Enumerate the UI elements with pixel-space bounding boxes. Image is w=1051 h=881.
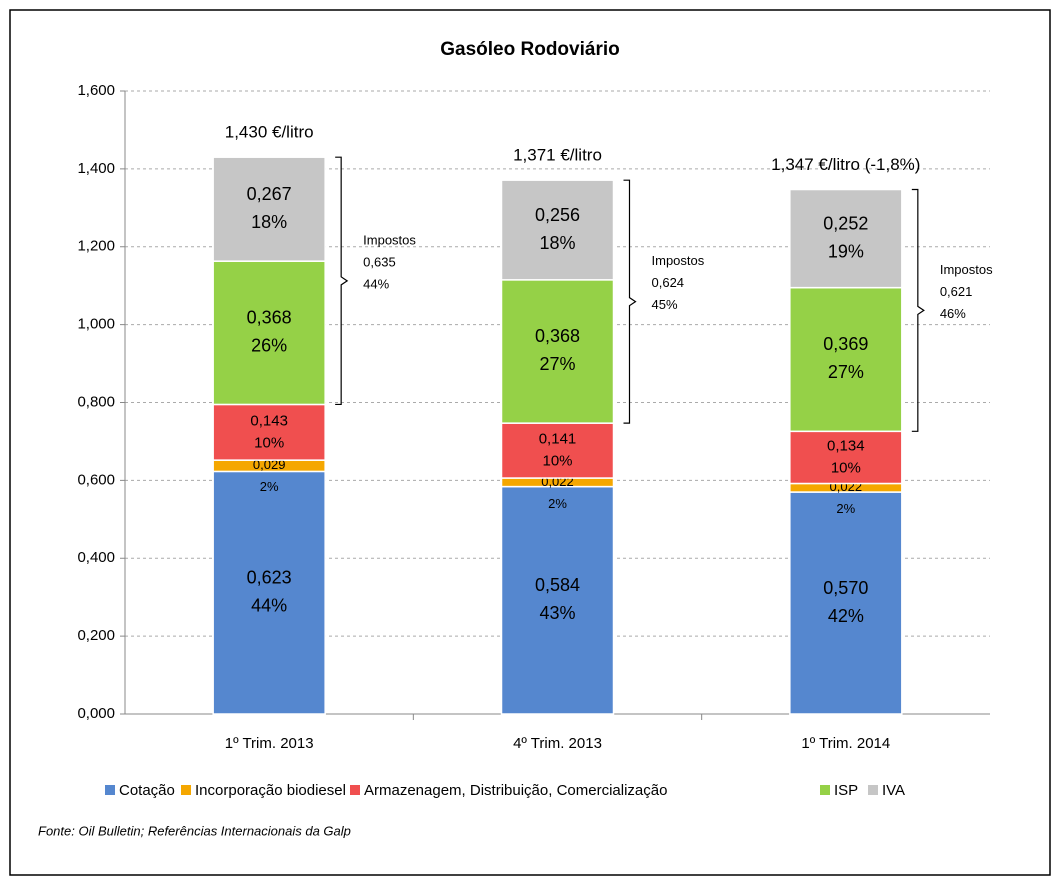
data-label: 18% [251,212,287,232]
y-tick-label: 0,800 [77,393,115,410]
data-label: 0,134 [827,437,865,454]
y-tick-label: 1,200 [77,238,115,255]
data-label: 0,368 [535,326,580,346]
tax-brace [335,156,349,406]
data-label: 0,584 [535,575,580,595]
data-label: 18% [539,233,575,253]
data-label: 10% [831,459,861,476]
tax-label: 45% [652,297,678,312]
tax-brace [911,188,925,432]
data-label: 10% [254,434,284,451]
x-tick-label: 4º Trim. 2013 [513,735,602,752]
y-tick-label: 1,400 [77,160,115,177]
data-label: 42% [828,606,864,626]
y-tick-label: 0,200 [77,627,115,644]
y-tick-label: 0,600 [77,471,115,488]
legend-label: Cotação [119,782,175,799]
data-label: 0,143 [250,412,288,429]
x-tick-label: 1º Trim. 2013 [225,735,314,752]
bar-segment [212,260,326,406]
bar-segment [500,179,615,281]
bar-segment [500,422,615,479]
total-label: 1,430 €/litro [225,123,314,142]
tax-brace [623,179,637,424]
tax-label: Impostos [363,232,416,247]
tax-label: Impostos [652,253,705,268]
data-label: 44% [251,595,287,615]
legend-label: ISP [834,782,858,799]
data-label: 27% [828,362,864,382]
y-tick-label: 1,600 [77,82,115,99]
legend-swatch [820,785,830,795]
legend-swatch [868,785,878,795]
tax-label: Impostos [940,262,993,277]
legend-swatch [105,785,115,795]
bar-segment [212,156,326,262]
y-tick-label: 0,000 [77,705,115,722]
tax-label: 0,621 [940,284,973,299]
data-label: 0,256 [535,205,580,225]
bar-segment [500,279,615,424]
data-label: 0,368 [247,308,292,328]
data-label: 2% [548,496,567,511]
legend-label: Incorporação biodiesel [195,782,346,799]
bar-segment [789,430,903,485]
tax-label: 44% [363,276,389,291]
data-label: 0,570 [823,578,868,598]
tax-label: 46% [940,306,966,321]
data-label: 19% [828,241,864,261]
legend-label: IVA [882,782,905,799]
data-label: 0,252 [823,213,868,233]
total-label: 1,347 €/litro (-1,8%) [771,155,920,174]
bar-segment [789,286,903,433]
data-label: 26% [251,336,287,356]
y-tick-label: 0,400 [77,549,115,566]
data-label: 10% [542,453,572,470]
data-label: 2% [836,501,855,516]
bar-segment [789,188,903,289]
data-label: 0,267 [247,184,292,204]
chart-title: Gasóleo Rodoviário [440,39,619,60]
data-label: 2% [260,479,279,494]
data-label: 43% [539,603,575,623]
tax-label: 0,624 [652,275,685,290]
tax-label: 0,635 [363,254,396,269]
data-label: 27% [539,354,575,374]
legend-swatch [181,785,191,795]
bar-segment [212,470,326,715]
x-tick-label: 1º Trim. 2014 [801,735,890,752]
data-label: 0,623 [247,567,292,587]
data-label: 0,141 [539,431,577,448]
legend-label: Armazenagem, Distribuição, Comercializaç… [364,782,667,799]
total-label: 1,371 €/litro [513,146,602,165]
bar-segment [789,491,903,715]
source: Fonte: Oil Bulletin; Referências Interna… [38,823,351,838]
data-label: 0,369 [823,334,868,354]
y-tick-label: 1,000 [77,316,115,333]
bar-segment [500,485,615,715]
legend-swatch [350,785,360,795]
data-label: 0,029 [253,457,286,472]
